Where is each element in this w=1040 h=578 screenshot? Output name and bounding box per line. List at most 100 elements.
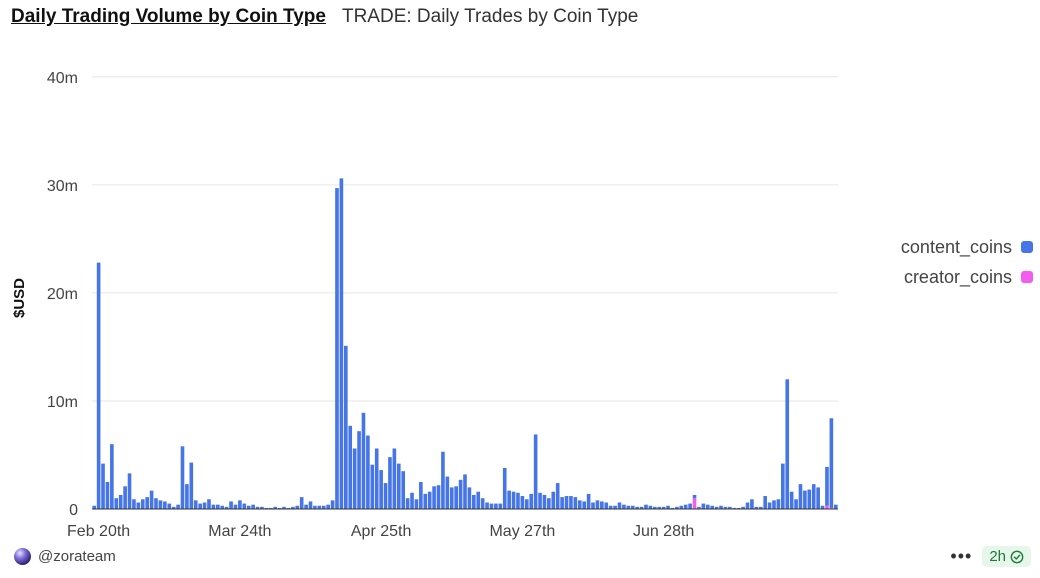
refresh-age-badge[interactable]: 2h xyxy=(982,546,1031,567)
bar-content-coins xyxy=(273,506,277,509)
bar-creator-coins xyxy=(692,498,697,509)
bar-content-coins xyxy=(758,506,763,509)
x-tick-label: Feb 20th xyxy=(67,523,130,540)
bar-content-coins xyxy=(220,505,225,509)
bar-content-coins xyxy=(414,499,419,509)
bar-content-coins xyxy=(145,497,149,509)
legend-item-creator-coins[interactable]: creator_coins xyxy=(901,262,1033,292)
bar-content-coins xyxy=(807,489,812,509)
bar-content-coins xyxy=(436,485,441,509)
bar-content-coins xyxy=(432,486,436,509)
bar-content-coins xyxy=(653,506,657,509)
bar-content-coins xyxy=(118,494,123,509)
bar-content-coins xyxy=(741,506,745,509)
bar-content-coins xyxy=(357,431,361,509)
bar-content-coins xyxy=(600,501,604,509)
bar-content-coins xyxy=(529,493,534,509)
bar-content-coins xyxy=(295,505,300,509)
bar-content-coins xyxy=(180,446,185,509)
legend-label-creator-coins: creator_coins xyxy=(903,266,1012,287)
bar-content-coins xyxy=(193,500,198,509)
bar-content-coins xyxy=(745,502,750,509)
bar-content-coins xyxy=(246,505,251,509)
bar-content-coins xyxy=(370,464,375,509)
bar-content-coins xyxy=(458,479,463,509)
author-block[interactable]: @zorateam xyxy=(14,548,116,565)
bar-content-coins xyxy=(551,491,556,509)
bar-content-coins xyxy=(171,506,176,509)
bar-content-coins xyxy=(326,504,330,509)
bar-content-coins xyxy=(502,467,507,509)
bar-content-coins xyxy=(321,505,326,509)
chart-title[interactable]: Daily Trading Volume by Coin Type xyxy=(11,6,326,27)
bar-content-coins xyxy=(679,505,684,509)
bar-content-coins xyxy=(816,487,820,509)
bar-content-coins xyxy=(127,473,132,509)
bar-content-coins xyxy=(560,497,564,509)
bar-content-coins xyxy=(825,466,829,506)
bar-content-coins xyxy=(622,504,626,509)
bar-content-coins xyxy=(772,500,776,509)
bar-content-coins xyxy=(260,506,264,509)
bar-content-coins xyxy=(516,492,520,509)
x-tick-label: Apr 25th xyxy=(351,523,411,540)
bar-content-coins xyxy=(352,448,357,509)
bar-content-coins xyxy=(423,493,428,509)
bar-content-coins xyxy=(750,499,754,509)
bar-content-coins xyxy=(123,486,127,509)
bar-content-coins xyxy=(582,501,586,509)
bar-content-coins xyxy=(149,490,154,509)
bar-content-coins xyxy=(330,500,335,509)
bar-content-coins xyxy=(613,505,617,509)
y-tick-label: 40m xyxy=(47,70,78,87)
bar-content-coins xyxy=(710,505,715,509)
bar-content-coins xyxy=(577,500,582,509)
bar-content-coins xyxy=(781,463,785,509)
bar-content-coins xyxy=(291,506,295,509)
bar-content-coins xyxy=(763,496,767,509)
bar-content-coins xyxy=(304,504,308,509)
bar-content-coins xyxy=(520,496,525,509)
bar-content-coins xyxy=(202,502,207,509)
bar-content-coins xyxy=(666,505,670,509)
bar-content-coins xyxy=(714,506,719,509)
bar-content-coins xyxy=(427,491,432,509)
bar-content-coins xyxy=(573,497,578,509)
bar-content-coins xyxy=(595,500,600,509)
bar-content-coins xyxy=(657,506,662,509)
bar-content-coins xyxy=(158,500,163,509)
bar-content-coins xyxy=(569,496,573,509)
bar-content-coins xyxy=(644,504,648,509)
bar-content-coins xyxy=(697,506,701,509)
x-tick-label: Mar 24th xyxy=(208,523,271,540)
bar-content-coins xyxy=(344,345,348,509)
bar-content-coins xyxy=(489,503,494,509)
bar-content-coins xyxy=(335,188,339,509)
bar-content-coins xyxy=(251,504,255,509)
bar-content-coins xyxy=(105,481,110,509)
legend: content_coins creator_coins xyxy=(901,232,1033,292)
bar-creator-coins xyxy=(825,505,829,509)
bar-content-coins xyxy=(286,507,291,509)
bar-content-coins xyxy=(811,484,816,509)
bar-content-coins xyxy=(242,503,247,509)
avatar xyxy=(14,548,31,565)
bar-content-coins xyxy=(591,502,595,509)
bar-content-coins xyxy=(110,444,114,509)
bar-content-coins xyxy=(524,499,529,509)
more-options-button[interactable]: ••• xyxy=(950,546,973,566)
bar-content-coins xyxy=(211,504,216,509)
bar-content-coins xyxy=(449,487,454,509)
y-tick-label: 20m xyxy=(47,286,78,303)
bar-content-coins xyxy=(485,502,489,509)
bar-content-coins xyxy=(670,507,675,509)
legend-item-content-coins[interactable]: content_coins xyxy=(901,232,1033,262)
bar-content-coins xyxy=(555,483,560,509)
bar-content-coins xyxy=(767,502,772,509)
bar-content-coins xyxy=(586,493,591,509)
bar-content-coins xyxy=(635,506,639,509)
bar-content-coins xyxy=(410,492,414,509)
bar-content-coins xyxy=(282,506,286,509)
bar-content-coins xyxy=(511,491,516,509)
